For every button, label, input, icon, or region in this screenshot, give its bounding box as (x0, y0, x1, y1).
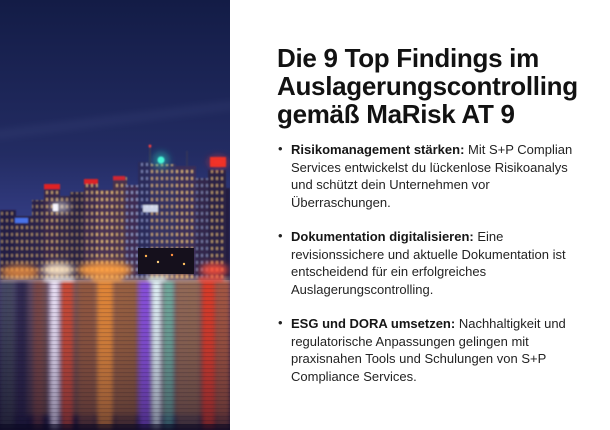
bullet-line: Compliance Services. (291, 368, 417, 384)
bullet-text: Nachhaltigkeit und (458, 316, 566, 331)
water-ripples (0, 282, 230, 430)
skyline-illustration (0, 0, 230, 430)
cloud-band (0, 100, 230, 140)
bullet-lead: Risikomanagement stärken: (291, 142, 465, 157)
bullet-line: ESG und DORA umsetzen: Nachhaltigkeit un… (291, 315, 610, 333)
bullet-item-esg-dora: • ESG und DORA umsetzen: Nachhaltigkeit … (277, 315, 610, 385)
title-line: gemäß MaRisk AT 9 (277, 99, 515, 129)
bullet-marker: • (278, 141, 283, 156)
bullet-line: praxisnahen Tools und Schulungen von S+P (291, 351, 547, 366)
bullet-lead: ESG und DORA umsetzen: (291, 316, 456, 331)
title-line: Die 9 Top Findings im (277, 43, 539, 73)
bullet-line: revisionssichere und aktuelle Dokumentat… (291, 246, 566, 262)
bullet-marker: • (278, 315, 283, 330)
red-roof-light (113, 176, 125, 180)
bullet-item-risikomanagement: • Risikomanagement stärken: Mit S+P Comp… (277, 141, 610, 211)
tower-sign (143, 205, 158, 212)
waterfront-pier (138, 248, 194, 274)
red-roof-light (84, 179, 98, 184)
bullet-marker: • (278, 228, 283, 243)
bullet-line: Risikomanagement stärken: Mit S+P Compli… (291, 141, 610, 159)
bullet-text: Mit S+P Complian (468, 142, 573, 157)
bullet-list: • Risikomanagement stärken: Mit S+P Comp… (277, 141, 610, 385)
bullet-line: Auslagerungscontrolling. (291, 281, 434, 297)
slide-content: Die 9 Top Findings im Auslagerungscontro… (277, 44, 610, 402)
bottom-shade (0, 424, 230, 430)
bullet-lead: Dokumentation digitalisieren: (291, 229, 474, 244)
waterline-glow (0, 277, 230, 282)
bullet-line: Services entwickelst du lückenlose Risik… (291, 159, 568, 175)
red-roof-light (44, 184, 60, 189)
bullet-line: regulatorische Anpassungen gelingen mit (291, 333, 529, 349)
bullet-line: entscheidend für ein erfolgreiches (291, 264, 487, 279)
bullet-line: Dokumentation digitalisieren: Eine (291, 228, 610, 246)
bullet-text: Eine (477, 229, 504, 244)
bullet-item-dokumentation: • Dokumentation digitalisieren: Eine rev… (277, 228, 610, 298)
city-skyline-photo (0, 0, 230, 430)
page-title: Die 9 Top Findings im Auslagerungscontro… (277, 44, 610, 128)
bullet-line: und schützt dein Unternehmen vor (291, 177, 490, 192)
title-line: Auslagerungscontrolling (277, 71, 578, 101)
bullet-line: Überraschungen. (291, 194, 391, 210)
